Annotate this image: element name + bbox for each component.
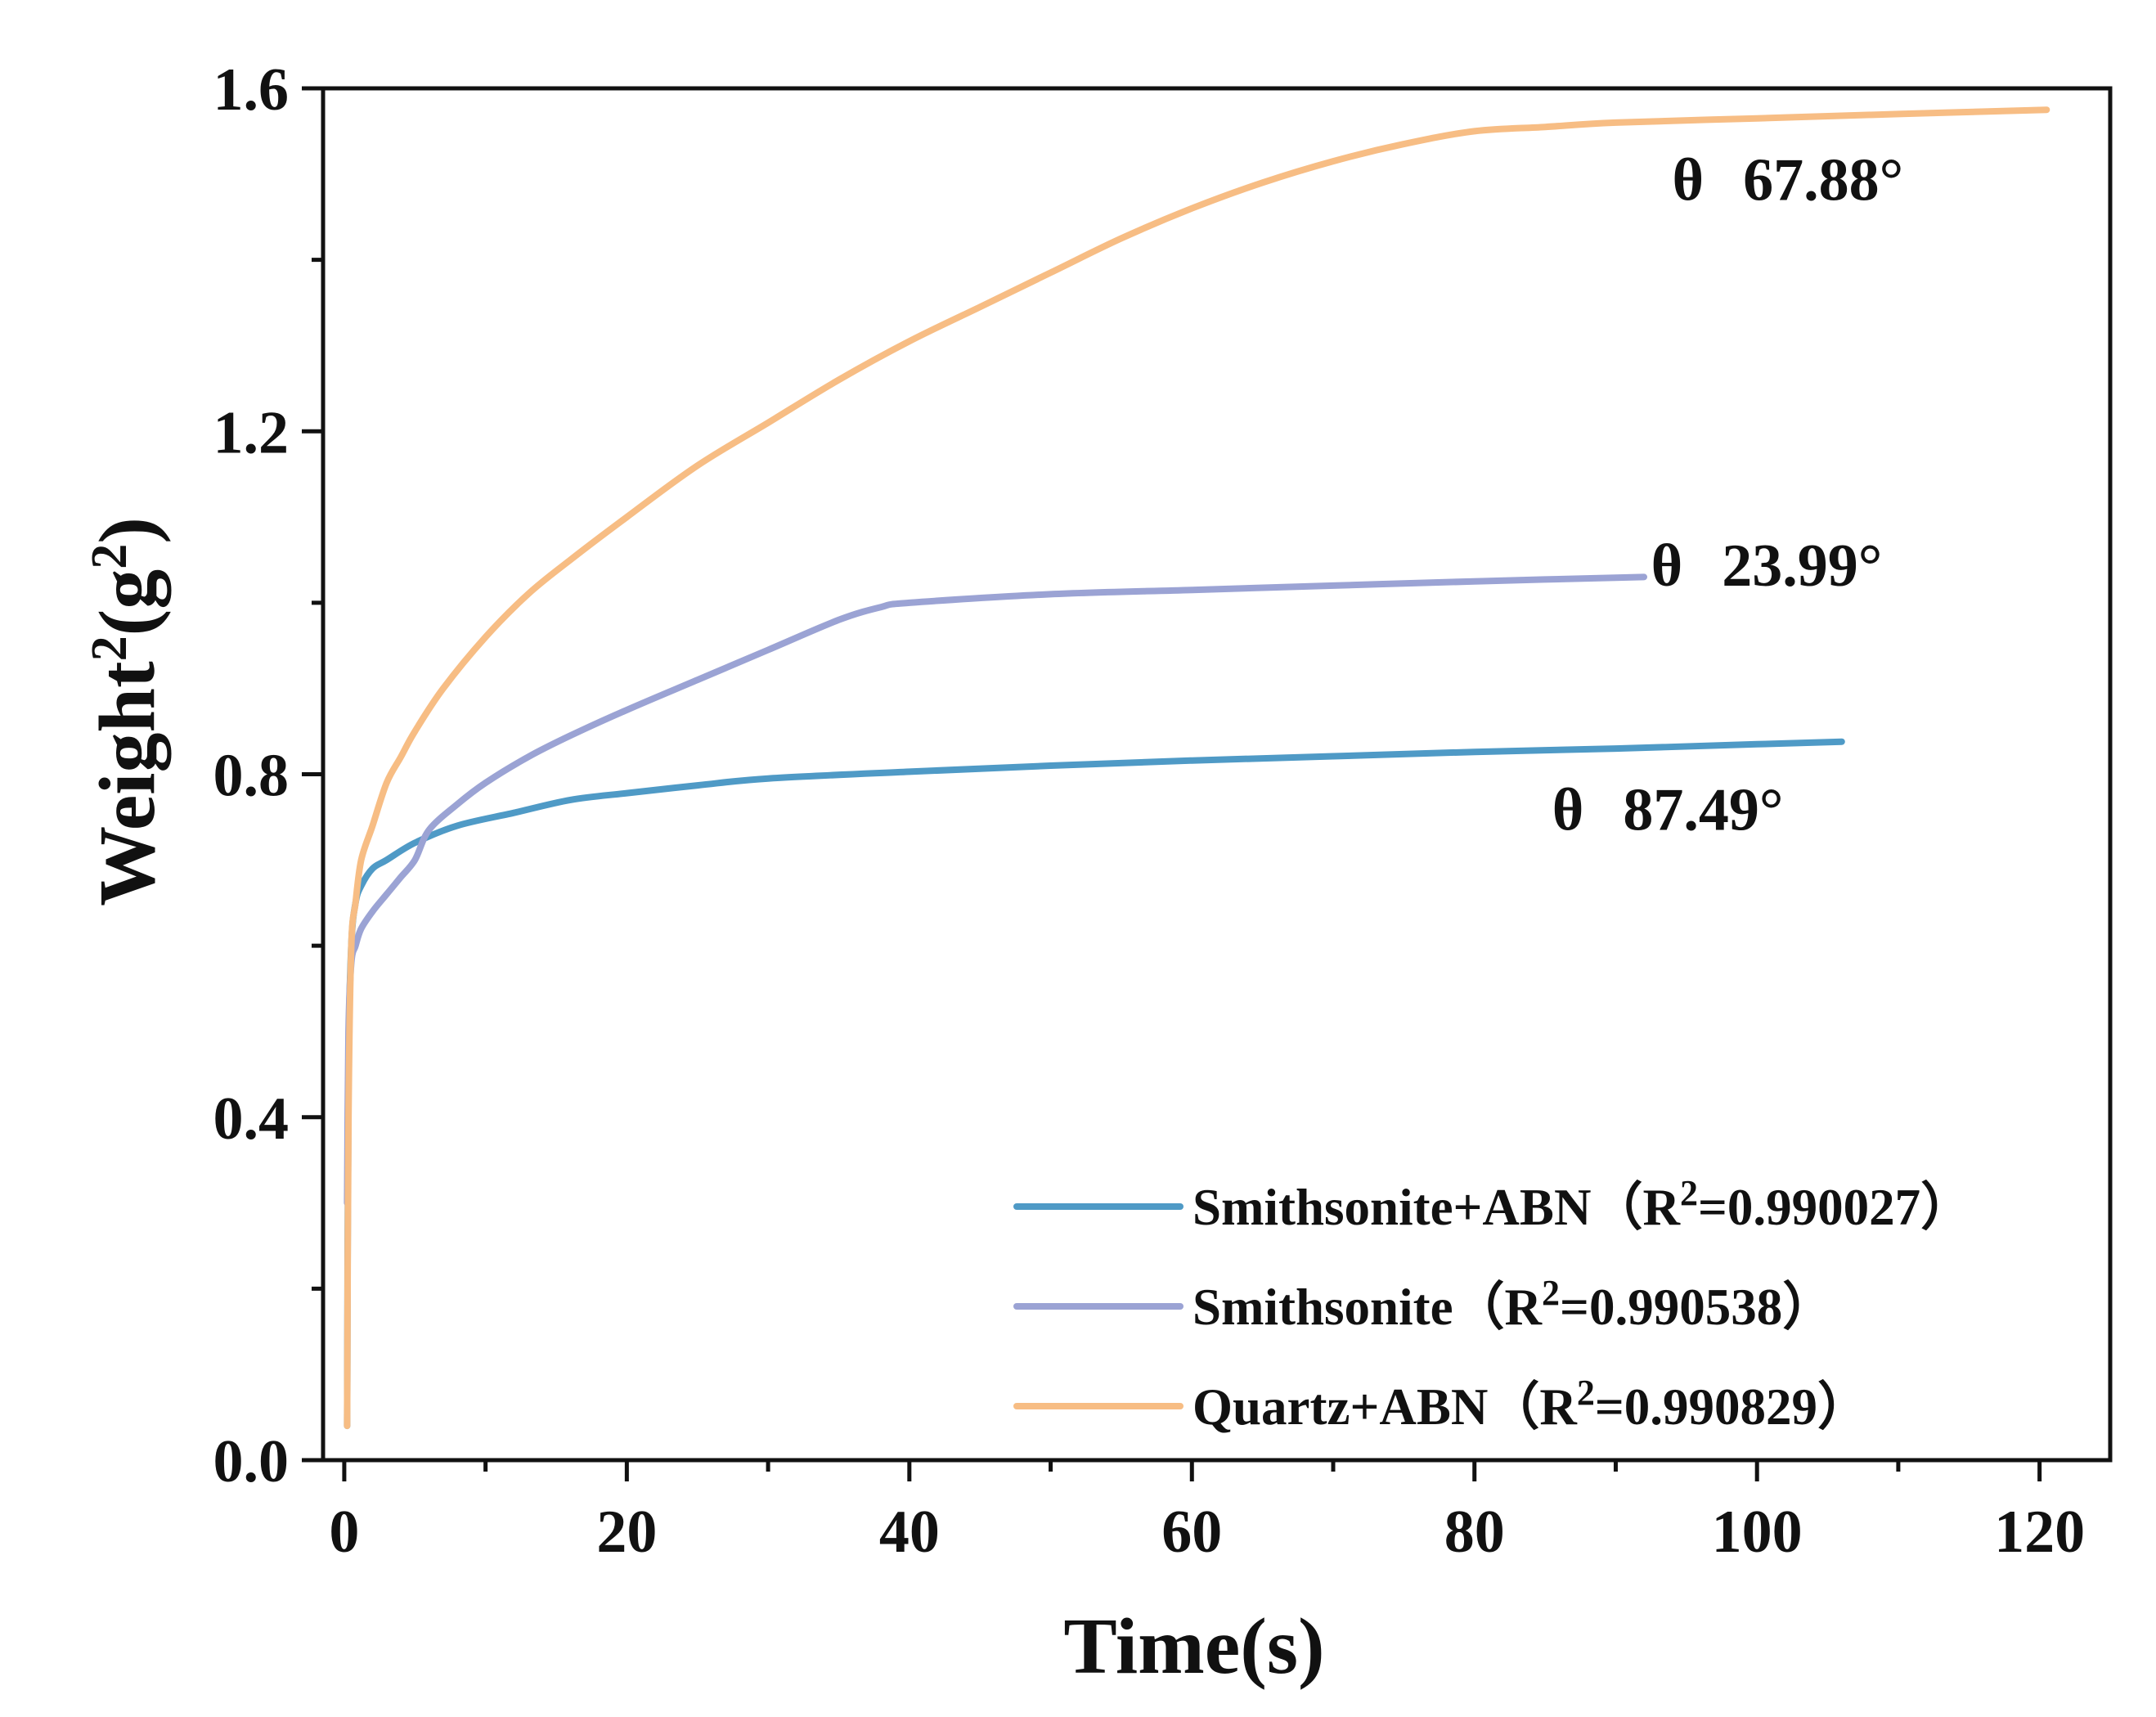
series-line-smithsonite (344, 573, 1647, 1207)
tick-labels: 0 20 40 60 80 100 120 0.0 0.4 0.8 1.2 1.6 (213, 56, 2086, 1566)
series-line-quartz-abn (344, 106, 2050, 1430)
x-axis-title: Time(s) (1063, 1602, 1324, 1691)
y-axis-title-unit-open: (g (83, 569, 172, 636)
y-tick-label: 0.4 (213, 1085, 290, 1153)
y-axis-title-unit-close: ) (83, 517, 172, 544)
legend-label-smithsonite: Smithsonite（R2=0.990538） (1193, 1273, 1834, 1336)
series-layer (344, 106, 2050, 1430)
annotation-symbol: θ (1651, 533, 1683, 600)
y-axis-title-unit-sup: 2 (82, 544, 137, 569)
y-tick-label: 1.6 (213, 56, 290, 124)
legend-label-quartz-abn: Quartz+ABN（R2=0.990829） (1193, 1373, 1869, 1436)
x-tick-label: 40 (879, 1499, 940, 1566)
y-tick-label: 0.8 (213, 743, 290, 810)
plot-frame (321, 86, 2113, 1463)
annotations: θ 67.88° θ 23.99° θ 87.49° (1552, 146, 1904, 843)
y-axis-title-base: Weight (83, 661, 172, 906)
annotation-value: 87.49° (1623, 777, 1783, 844)
x-tick-label: 0 (329, 1499, 359, 1566)
contact-angle-annotation: θ 23.99° (1651, 533, 1883, 600)
legend: Smithsonite+ABN（R2=0.990027） Smithsonite（… (1013, 1173, 1972, 1436)
y-axis-title-sup: 2 (82, 636, 137, 661)
x-tick-label: 60 (1161, 1499, 1222, 1566)
y-tick-label: 1.2 (213, 399, 290, 466)
annotation-symbol: θ (1673, 146, 1705, 214)
y-tick-label: 0.0 (213, 1428, 290, 1495)
x-tick-label: 100 (1712, 1499, 1803, 1566)
annotation-value: 23.99° (1722, 533, 1882, 600)
contact-angle-annotation: θ 67.88° (1673, 146, 1904, 214)
annotation-value: 67.88° (1743, 146, 1903, 214)
contact-angle-annotation: θ 87.49° (1552, 777, 1784, 844)
annotation-symbol: θ (1552, 777, 1584, 844)
x-tick-label: 120 (1994, 1499, 2085, 1566)
x-tick-label: 80 (1444, 1499, 1505, 1566)
y-axis-title: Weight2(g2) (82, 517, 172, 906)
legend-label-smithsonite-abn: Smithsonite+ABN（R2=0.990027） (1193, 1173, 1972, 1236)
x-tick-label: 20 (596, 1499, 657, 1566)
